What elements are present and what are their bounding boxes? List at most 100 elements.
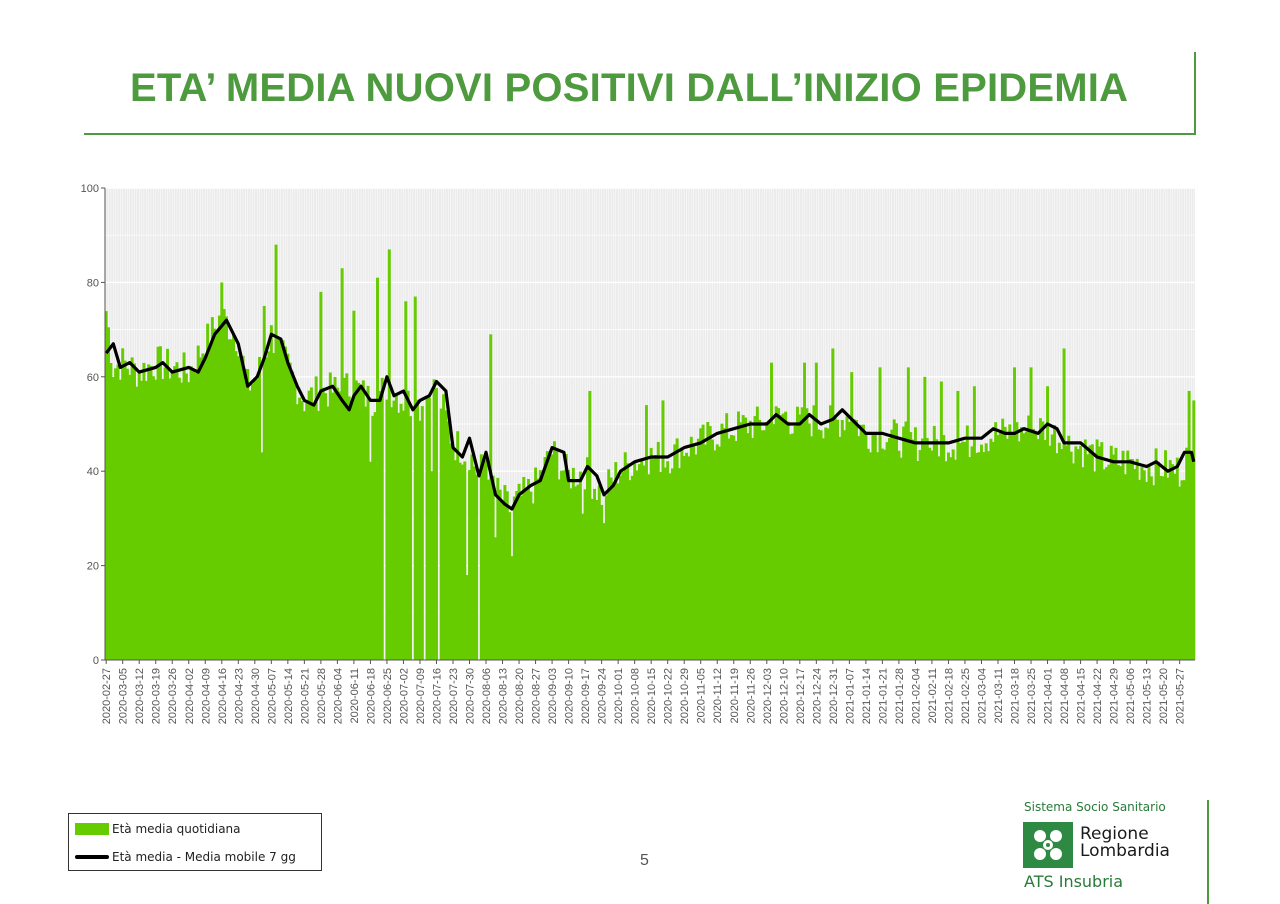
bar	[904, 421, 908, 660]
bar	[302, 411, 306, 660]
bar	[1138, 479, 1142, 660]
bar	[380, 377, 384, 660]
bar	[689, 436, 693, 660]
bar	[1076, 449, 1080, 660]
bar	[614, 462, 618, 660]
bar	[220, 282, 224, 660]
bar	[222, 309, 226, 660]
bar	[890, 429, 894, 660]
legend-bar-swatch	[75, 823, 109, 835]
bar	[586, 457, 589, 660]
bar	[604, 495, 608, 660]
bar	[996, 434, 1000, 660]
bar	[392, 400, 396, 660]
bar	[149, 365, 153, 660]
bar	[711, 439, 714, 660]
bar	[703, 444, 707, 660]
bar	[885, 442, 889, 660]
bar	[852, 419, 856, 660]
bar	[892, 419, 896, 660]
x-tick-label: 2021-04-15	[1076, 668, 1088, 724]
bar	[309, 387, 313, 660]
bar	[975, 452, 979, 660]
bar	[267, 351, 271, 660]
x-tick-label: 2020-03-19	[151, 668, 163, 724]
bar	[385, 399, 389, 660]
bar	[1116, 465, 1120, 660]
bar	[578, 471, 582, 660]
bar	[444, 410, 448, 660]
bar	[1097, 446, 1101, 660]
bar	[130, 357, 134, 660]
bar	[173, 366, 177, 660]
bar	[1086, 454, 1090, 660]
bar	[1135, 458, 1139, 660]
bar	[1100, 442, 1104, 660]
bar	[637, 464, 641, 660]
bar	[762, 430, 766, 660]
bar	[887, 438, 891, 660]
x-tick-label: 2020-12-31	[828, 668, 840, 724]
bar	[583, 489, 587, 660]
bar	[708, 426, 712, 660]
bar	[807, 423, 811, 660]
page-title: ETA’ MEDIA NUOVI POSITIVI DALL’INIZIO EP…	[130, 66, 1129, 110]
x-tick-label: 2020-07-30	[465, 668, 477, 724]
bar	[498, 489, 502, 660]
bar	[1128, 459, 1132, 660]
bar	[899, 457, 903, 660]
bar	[824, 427, 828, 660]
bar	[696, 438, 700, 660]
bar	[328, 372, 332, 660]
bar	[156, 346, 160, 660]
bar	[1008, 424, 1012, 660]
bar	[788, 434, 792, 660]
bar	[571, 467, 575, 660]
bar	[795, 406, 799, 660]
bar	[597, 485, 601, 660]
bar	[652, 458, 656, 660]
bar	[522, 476, 526, 660]
bar	[364, 406, 368, 660]
logo-name: Regione Lombardia	[1080, 826, 1170, 860]
bar	[284, 346, 287, 660]
bar	[873, 435, 877, 660]
bar	[699, 428, 703, 660]
bar	[1060, 449, 1064, 660]
bar	[1159, 475, 1163, 660]
page-number: 5	[640, 852, 649, 869]
bar	[460, 464, 464, 660]
bar	[1015, 422, 1019, 660]
bar	[928, 447, 932, 660]
bar	[819, 430, 823, 660]
bar	[739, 422, 743, 660]
x-tick-label: 2021-04-29	[1109, 668, 1121, 724]
x-tick-label: 2021-04-08	[1059, 668, 1071, 724]
bar	[555, 450, 559, 660]
x-tick-label: 2020-07-02	[398, 668, 410, 724]
bar	[1055, 453, 1059, 660]
x-tick-label: 2020-12-17	[795, 668, 807, 724]
bar	[1010, 434, 1014, 660]
legend-entry-bars: Età media quotidiana	[75, 822, 241, 836]
bar	[248, 390, 252, 660]
title-underline	[84, 133, 1196, 135]
bar	[397, 412, 401, 660]
bar	[1131, 459, 1134, 660]
bar	[644, 405, 648, 660]
bar	[1109, 445, 1113, 660]
bar	[864, 433, 868, 660]
x-tick-label: 2020-04-09	[200, 668, 212, 724]
bar	[371, 415, 375, 660]
bar	[1145, 481, 1149, 660]
bar	[342, 377, 346, 660]
bar	[1064, 445, 1068, 660]
bar	[376, 277, 379, 660]
bar	[482, 462, 486, 660]
bar	[932, 425, 936, 660]
x-tick-label: 2021-01-14	[861, 668, 873, 724]
bar	[489, 334, 493, 660]
bar	[722, 428, 726, 660]
x-tick-label: 2020-06-18	[365, 668, 377, 724]
bar	[1090, 444, 1094, 660]
